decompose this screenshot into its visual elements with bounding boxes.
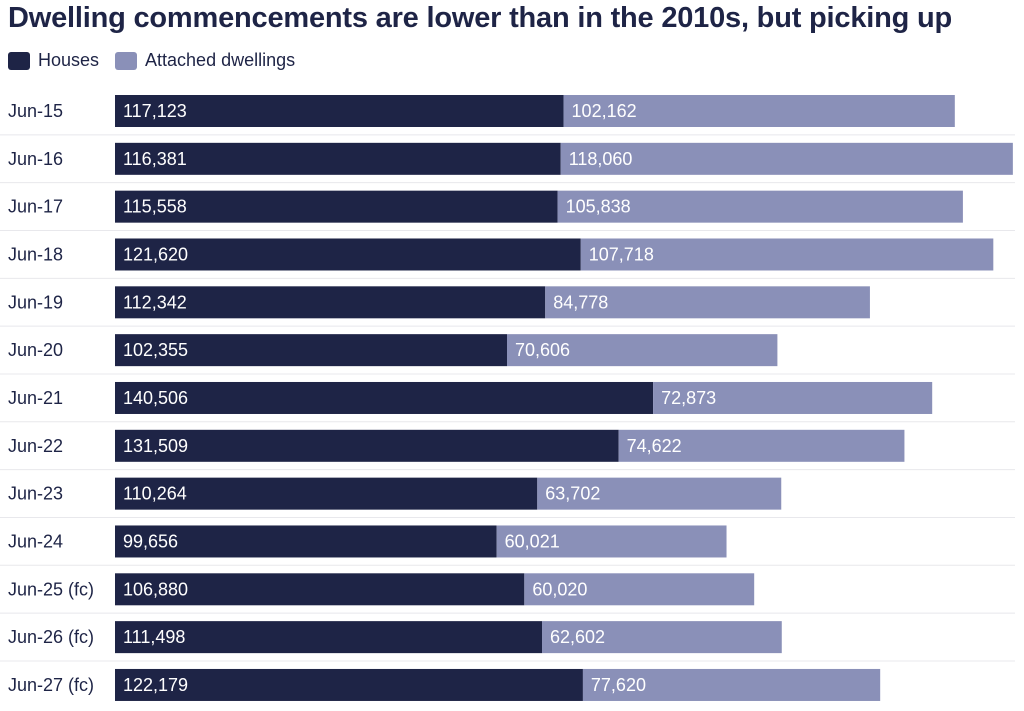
data-label-houses: 121,620 [123, 244, 188, 264]
bar-attached-dwellings[interactable] [506, 334, 778, 367]
data-label-houses: 131,509 [123, 436, 188, 456]
category-label: Jun-24 [8, 531, 63, 551]
category-label: Jun-17 [8, 197, 63, 217]
category-label: Jun-25 (fc) [8, 579, 94, 599]
data-label-attached-dwellings: 84,778 [553, 292, 608, 312]
data-label-houses: 140,506 [123, 388, 188, 408]
data-label-houses: 117,123 [123, 101, 187, 121]
data-label-attached-dwellings: 62,602 [550, 627, 605, 647]
data-label-attached-dwellings: 60,020 [532, 579, 587, 599]
category-label: Jun-20 [8, 340, 63, 360]
data-label-attached-dwellings: 72,873 [661, 388, 716, 408]
bar-houses[interactable] [115, 525, 497, 558]
bar-attached-dwellings[interactable] [563, 95, 955, 127]
category-label: Jun-15 [8, 101, 63, 121]
chart-legend: Houses Attached dwellings [8, 50, 311, 71]
category-label: Jun-19 [8, 292, 63, 312]
bar-houses[interactable] [115, 334, 507, 367]
bar-houses[interactable] [115, 95, 564, 127]
data-label-attached-dwellings: 74,622 [627, 436, 682, 456]
bar-attached-dwellings[interactable] [618, 429, 905, 462]
bar-houses[interactable] [115, 286, 546, 319]
data-label-houses: 110,264 [123, 484, 187, 504]
bar-attached-dwellings[interactable] [560, 142, 1013, 175]
legend-label-attached-dwellings: Attached dwellings [145, 50, 296, 70]
bar-houses[interactable] [115, 238, 581, 271]
legend-item-attached-dwellings[interactable]: Attached dwellings [115, 50, 295, 71]
bar-houses[interactable] [115, 142, 561, 175]
data-label-attached-dwellings: 107,718 [589, 244, 654, 264]
data-label-attached-dwellings: 105,838 [566, 197, 631, 217]
bar-attached-dwellings[interactable] [524, 573, 755, 606]
data-label-houses: 122,179 [123, 675, 188, 695]
legend-swatch-houses [8, 51, 30, 70]
bar-houses[interactable] [115, 190, 558, 223]
data-label-houses: 111,498 [123, 627, 185, 647]
data-label-attached-dwellings: 118,060 [569, 149, 633, 169]
bar-houses[interactable] [115, 381, 654, 414]
legend-swatch-attached-dwellings [115, 51, 138, 70]
bar-houses[interactable] [115, 668, 583, 701]
bar-attached-dwellings[interactable] [545, 286, 870, 319]
data-label-attached-dwellings: 60,021 [505, 531, 560, 551]
chart-title: Dwelling commencements are lower than in… [8, 2, 953, 34]
category-label: Jun-16 [8, 149, 63, 169]
bar-attached-dwellings[interactable] [582, 668, 881, 701]
data-label-attached-dwellings: 102,162 [572, 101, 637, 121]
bar-attached-dwellings[interactable] [653, 381, 933, 414]
data-label-houses: 102,355 [123, 340, 188, 360]
data-label-attached-dwellings: 63,702 [545, 484, 600, 504]
bar-houses[interactable] [115, 429, 619, 462]
category-label: Jun-27 (fc) [8, 675, 94, 695]
legend-label-houses: Houses [38, 50, 100, 70]
category-label: Jun-26 (fc) [8, 627, 94, 647]
data-label-attached-dwellings: 70,606 [515, 340, 570, 360]
bar-attached-dwellings[interactable] [537, 477, 782, 510]
bar-houses[interactable] [115, 573, 525, 606]
data-label-houses: 106,880 [123, 579, 188, 599]
data-label-houses: 112,342 [123, 292, 187, 312]
data-label-houses: 99,656 [123, 531, 178, 551]
data-label-houses: 115,558 [123, 197, 187, 217]
category-label: Jun-21 [8, 388, 63, 408]
bar-houses[interactable] [115, 477, 538, 510]
bar-attached-dwellings[interactable] [496, 525, 727, 558]
bar-attached-dwellings[interactable] [542, 621, 782, 654]
category-label: Jun-22 [8, 436, 63, 456]
data-label-houses: 116,381 [123, 149, 187, 169]
legend-item-houses[interactable]: Houses [8, 50, 99, 71]
bar-houses[interactable] [115, 621, 543, 654]
category-label: Jun-18 [8, 244, 63, 264]
bar-attached-dwellings[interactable] [580, 238, 994, 271]
category-label: Jun-23 [8, 484, 63, 504]
data-label-attached-dwellings: 77,620 [591, 675, 646, 695]
bar-attached-dwellings[interactable] [557, 190, 963, 223]
